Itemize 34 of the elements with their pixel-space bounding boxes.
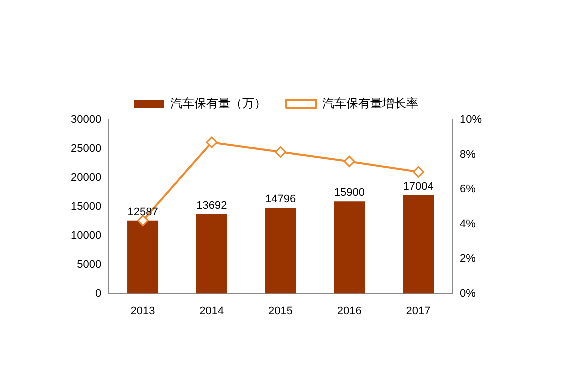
data-label: 15900 (334, 187, 365, 200)
y-tick-label: 0 (95, 288, 102, 300)
y2-tick-label: 6% (460, 184, 476, 196)
y-tick-label: 10000 (70, 230, 102, 242)
bar (128, 220, 159, 294)
y-tick-label: 5000 (77, 258, 102, 271)
point (344, 156, 356, 168)
bar (265, 208, 296, 294)
x-tick-label: 2015 (268, 305, 294, 318)
x-tick-label: 2014 (200, 305, 224, 318)
data-label: 14796 (265, 194, 296, 206)
y2-tick-label: 0% (460, 288, 476, 300)
y2-tick-label: 4% (460, 218, 476, 230)
y-tick-label: 15000 (70, 200, 102, 213)
y2-tick-label: 10% (460, 114, 482, 126)
x-tick-label: 2017 (406, 305, 431, 318)
point (275, 146, 287, 158)
x-tick-label: 2013 (130, 305, 156, 318)
bar (334, 202, 366, 294)
y2-tick-label: 8% (460, 148, 476, 161)
bar (196, 214, 228, 294)
legend-label: 汽车保有量（万） (170, 96, 266, 110)
y-tick-label: 20000 (70, 172, 102, 184)
point (412, 166, 424, 178)
y-tick-label: 30000 (70, 114, 102, 126)
legend-label: 汽车保有量增长率 (322, 96, 418, 110)
data-label: 13692 (196, 200, 228, 212)
bar (403, 195, 434, 294)
data-label: 17004 (403, 180, 434, 193)
y2-tick-label: 2% (460, 253, 476, 266)
y-tick-label: 25000 (70, 143, 102, 155)
x-tick-label: 2016 (337, 305, 362, 318)
point (206, 136, 218, 148)
point (137, 215, 149, 227)
